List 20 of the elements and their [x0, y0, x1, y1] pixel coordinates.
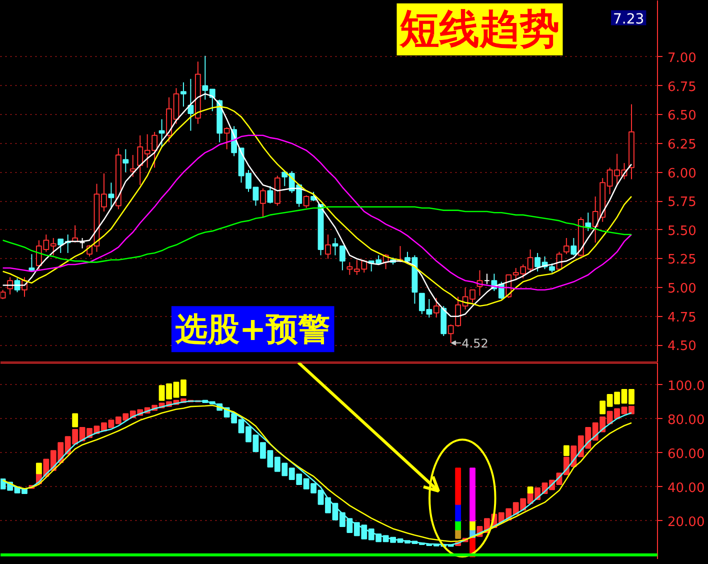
y-tick-label: 5.50	[668, 224, 696, 239]
y-tick-label: 7.00	[668, 50, 696, 66]
y-tick-label: 60.00	[668, 446, 705, 462]
y-tick-label: 20.00	[668, 514, 705, 530]
chart-title: 短线趋势	[398, 6, 560, 52]
annotation: 7.23	[613, 11, 644, 28]
y-tick-label: 6.00	[668, 166, 696, 182]
y-tick-label: 100.0	[668, 378, 705, 394]
y-tick-label: 5.75	[668, 195, 696, 210]
y-tick-label: 4.50	[668, 339, 696, 354]
y-tick-label: 40.00	[668, 480, 705, 496]
y-tick-label: 6.50	[668, 108, 696, 124]
y-tick-label: 80.00	[668, 412, 705, 428]
annotation: 选股+预警	[174, 310, 330, 348]
annotation: 4.52	[462, 336, 488, 350]
y-tick-label: 6.75	[668, 80, 696, 95]
y-tick-label: 4.75	[668, 310, 696, 326]
y-tick-label: 5.25	[668, 252, 696, 268]
y-tick-label: 5.00	[668, 282, 696, 297]
y-tick-label: 6.25	[668, 137, 696, 152]
